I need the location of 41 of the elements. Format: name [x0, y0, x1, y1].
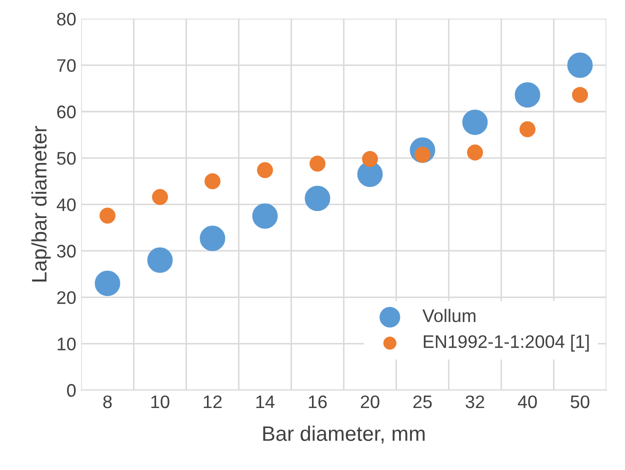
y-tick-label: 30 [56, 244, 76, 258]
x-tick-label: 40 [518, 395, 537, 408]
y-tick-label: 80 [57, 12, 76, 26]
legend-label: EN1992-1-1:2004 [1] [424, 334, 589, 352]
point [357, 162, 383, 188]
x-tick-label: 20 [360, 395, 380, 408]
point [147, 247, 173, 273]
x-tick-label: 12 [204, 395, 222, 408]
y-tick-label: 20 [57, 291, 76, 304]
point [514, 82, 540, 108]
point [204, 173, 220, 190]
legend-label: Vollum [422, 308, 476, 322]
x-tick-label: 10 [151, 395, 170, 408]
point [310, 156, 326, 172]
point [572, 86, 588, 103]
x-tick-label: 8 [103, 395, 112, 408]
x-tick-label: 50 [570, 395, 590, 408]
x-tick-label: 14 [256, 396, 275, 408]
y-tick-label: 10 [58, 338, 76, 350]
x-tick-label: 32 [466, 395, 484, 408]
y-tick-label: 40 [56, 198, 76, 212]
y-tick-label: 0 [67, 384, 76, 397]
point [362, 150, 378, 167]
point [462, 110, 488, 136]
point [100, 208, 116, 224]
y-tick-label: 70 [57, 59, 76, 72]
point [257, 162, 273, 178]
point [467, 144, 483, 160]
point [252, 203, 278, 229]
point [94, 270, 120, 296]
x-axis-title: Bar diameter, mm [263, 426, 425, 444]
y-axis-title: Lap/bar diameter [31, 126, 51, 282]
x-tick-label: 25 [413, 395, 432, 408]
y-tick-label: 50 [57, 152, 76, 165]
point [152, 189, 168, 205]
x-tick-label: 16 [308, 395, 327, 408]
point [567, 52, 593, 78]
point [304, 186, 330, 212]
point [200, 226, 226, 252]
y-tick-label: 60 [57, 106, 76, 118]
point [520, 121, 536, 138]
